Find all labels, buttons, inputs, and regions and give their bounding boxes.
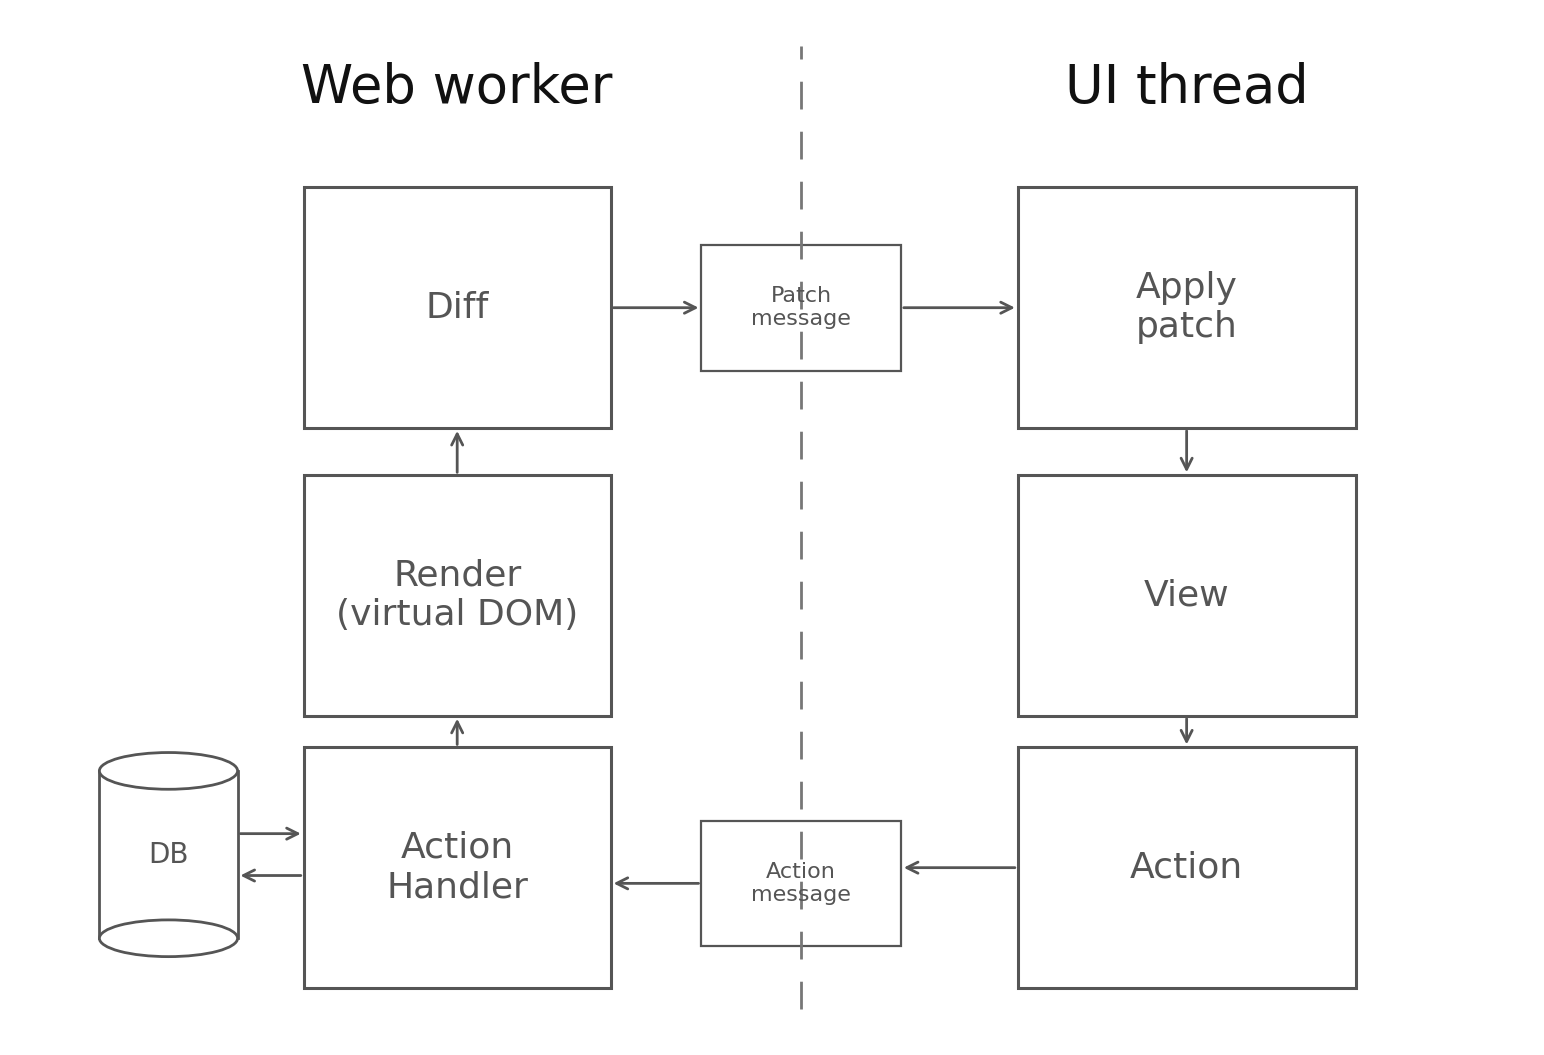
Text: Action
Handler: Action Handler <box>386 831 528 904</box>
Bar <box>1017 747 1356 989</box>
Text: View: View <box>1144 578 1229 613</box>
Text: Render
(virtual DOM): Render (virtual DOM) <box>337 559 579 632</box>
Text: Diff: Diff <box>426 291 489 325</box>
Ellipse shape <box>99 920 238 957</box>
Text: Action: Action <box>1130 850 1243 885</box>
Text: Action
message: Action message <box>752 862 851 905</box>
Bar <box>1017 188 1356 428</box>
Bar <box>304 475 611 716</box>
Text: UI thread: UI thread <box>1065 62 1308 114</box>
Bar <box>701 821 902 946</box>
Text: Web worker: Web worker <box>301 62 613 114</box>
Text: Patch
message: Patch message <box>752 286 851 329</box>
Bar <box>304 188 611 428</box>
Bar <box>304 747 611 989</box>
Bar <box>1017 475 1356 716</box>
Bar <box>701 245 902 370</box>
Text: DB: DB <box>148 841 188 868</box>
Text: Apply
patch: Apply patch <box>1136 271 1238 344</box>
Ellipse shape <box>99 752 238 789</box>
